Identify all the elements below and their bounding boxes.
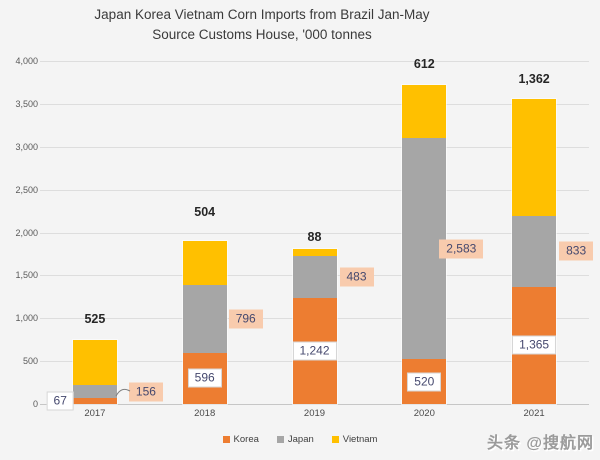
bar-2019: [292, 248, 337, 404]
watermark: 头条 @搜航网: [486, 435, 594, 452]
bar-segment-vietnam-2021: [512, 98, 557, 216]
legend-item-korea: Korea: [222, 434, 259, 445]
vietnam-value-label-2021: 1,362: [518, 71, 550, 86]
legend-label-vietnam: Vietnam: [342, 434, 378, 445]
y-tick-label-1,500: 1,500: [15, 270, 38, 281]
gridline-2,000: [40, 232, 589, 234]
x-axis-line: [40, 404, 589, 405]
gridline-2,500: [40, 189, 589, 191]
japan-value-label-2021: 833: [559, 241, 594, 261]
bar-segment-vietnam-2018: [182, 241, 227, 285]
bar-segment-japan-2021: [512, 215, 557, 287]
x-tick-label-2018: 2018: [194, 408, 216, 419]
legend-item-japan: Japan: [276, 434, 314, 445]
x-tick-label-2021: 2021: [523, 408, 545, 419]
chart-title: Japan Korea Vietnam Corn Imports from Br…: [0, 5, 524, 45]
legend-swatch-icon-korea: [222, 436, 230, 443]
gridline-4,000: [40, 61, 589, 62]
x-tick-label-2020: 2020: [413, 408, 435, 419]
legend-swatch-icon-japan: [276, 436, 284, 443]
y-tick-label-1,000: 1,000: [15, 313, 38, 324]
japan-value-label-2018: 796: [228, 309, 263, 329]
x-tick-label-2019: 2019: [303, 408, 326, 419]
vietnam-value-label-2020: 612: [413, 57, 435, 72]
bar-segment-vietnam-2019: [292, 248, 337, 257]
gridline-3,500: [40, 103, 589, 105]
bar-segment-vietnam-2020: [402, 85, 447, 138]
bar-2021: [512, 98, 557, 404]
legend-item-vietnam: Vietnam: [331, 434, 378, 445]
gridline-3,000: [40, 146, 589, 148]
legend-label-japan: Japan: [287, 434, 314, 445]
legend-swatch-icon-vietnam: [331, 436, 339, 443]
x-tick-label-2017: 2017: [84, 408, 106, 419]
vietnam-value-label-2017: 525: [84, 311, 106, 326]
y-tick-label-2,000: 2,000: [15, 227, 38, 238]
japan-value-label-2019: 483: [339, 267, 374, 287]
japan-value-label-2020: 2,583: [439, 239, 484, 259]
korea-value-label-2018: 596: [187, 368, 222, 388]
y-tick-label-3,000: 3,000: [15, 141, 38, 152]
korea-value-label-2019: 1,242: [292, 341, 337, 361]
vietnam-value-label-2019: 88: [307, 229, 322, 244]
bar-segment-japan-2017: [72, 384, 117, 399]
legend-label-korea: Korea: [233, 434, 259, 445]
y-tick-label-500: 500: [22, 356, 38, 367]
y-tick-label-3,500: 3,500: [15, 98, 38, 109]
bar-segment-vietnam-2017: [72, 339, 117, 385]
japan-value-label-2017: 156: [128, 382, 163, 402]
y-tick-label-4,000: 4,000: [15, 56, 38, 66]
callout-leader-line: [115, 385, 131, 397]
legend: Korea Japan Vietnam: [0, 434, 600, 445]
bar-segment-japan-2018: [182, 284, 227, 353]
bar-segment-japan-2020: [402, 137, 447, 360]
bar-segment-japan-2019: [292, 256, 337, 298]
bar-segment-korea-2017: [72, 398, 117, 404]
chart-title-line2: Source Customs House, '000 tonnes: [152, 27, 372, 42]
korea-value-label-2020: 520: [407, 372, 442, 392]
y-tick-label-0: 0: [32, 399, 38, 409]
vietnam-value-label-2018: 504: [194, 205, 216, 220]
korea-value-label-2021: 1,365: [512, 335, 557, 355]
bar-2017: [72, 339, 117, 404]
korea-value-label-2017: 67: [46, 391, 74, 411]
y-tick-label-2,500: 2,500: [15, 184, 38, 195]
chart-title-line1: Japan Korea Vietnam Corn Imports from Br…: [94, 7, 430, 22]
